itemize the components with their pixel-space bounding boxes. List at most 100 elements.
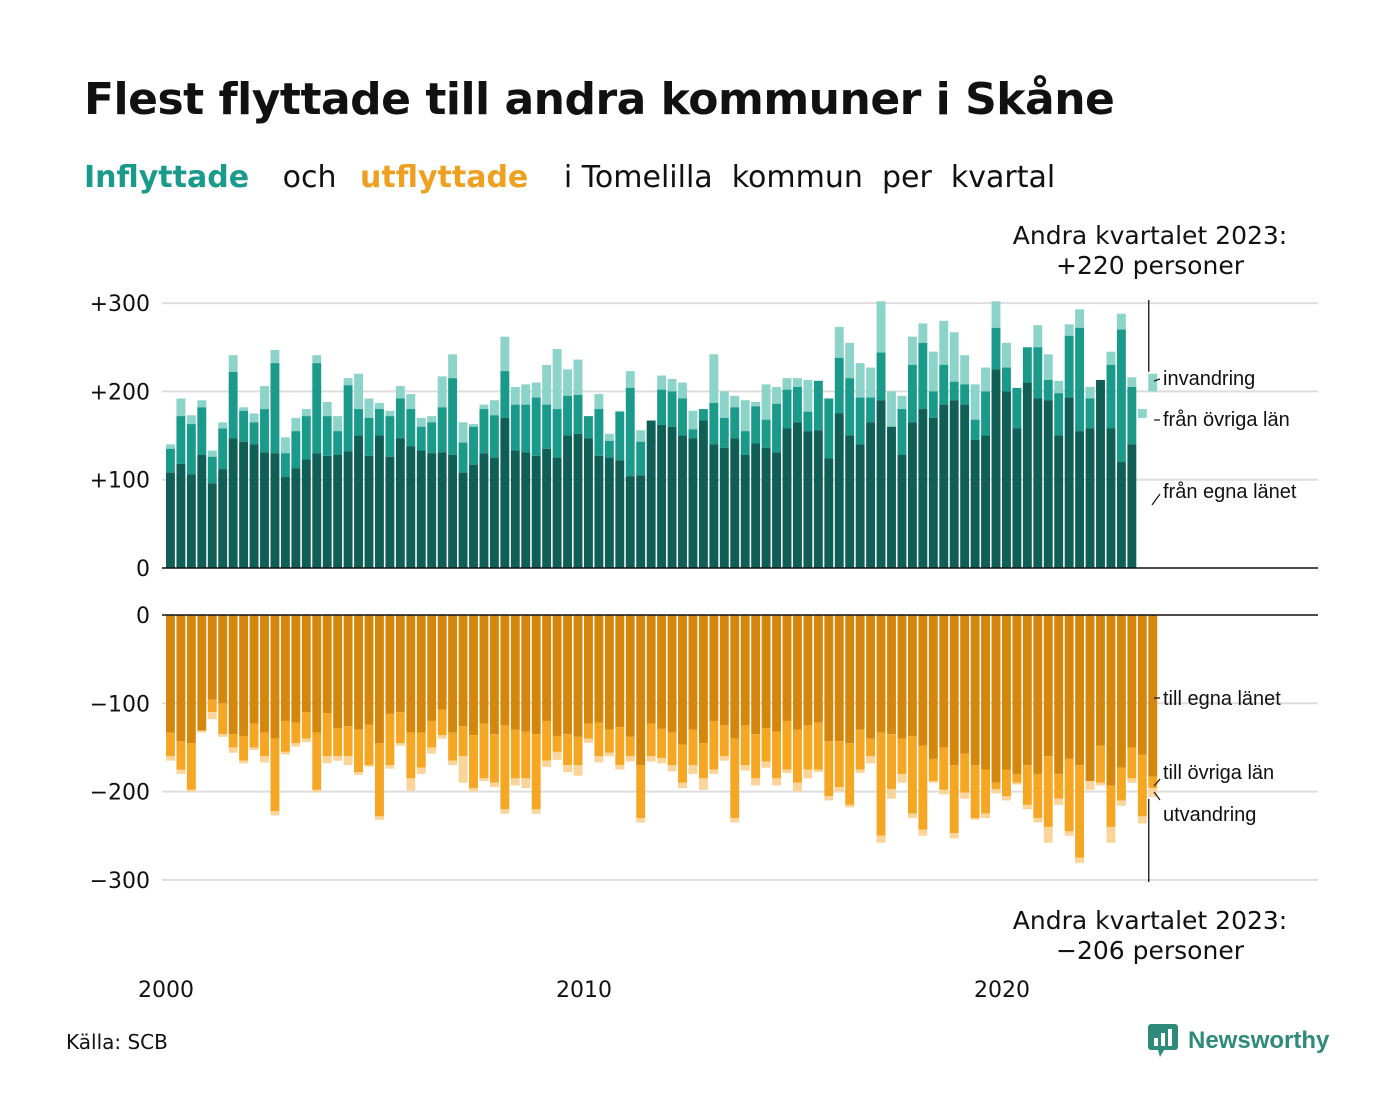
bar-utvandring (510, 778, 520, 786)
bar-invandring (416, 417, 426, 427)
bar-fran-ovriga-lan (166, 448, 175, 473)
bar-till-ovriga-lan (918, 745, 928, 830)
bar-utvandring (469, 788, 478, 792)
label-leader (1151, 493, 1161, 506)
subtitle-utflyttade: utflyttade (360, 160, 529, 195)
bar-fran-egna-lanet (395, 438, 405, 568)
bar-utvandring (636, 818, 646, 823)
bar-fran-ovriga-lan (1064, 335, 1074, 398)
bar-fran-ovriga-lan (772, 403, 781, 453)
bar-utvandring (458, 756, 468, 783)
bar-till-ovriga-lan (1127, 747, 1137, 779)
bar-fran-egna-lanet (1085, 428, 1095, 568)
bar-fran-egna-lanet (782, 428, 792, 568)
bar-invandring (793, 378, 802, 387)
bar-fran-ovriga-lan (1033, 347, 1043, 399)
bar-till-egna-lanet (876, 615, 886, 733)
bar-utvandring (803, 769, 813, 779)
bar-fran-egna-lanet (427, 453, 437, 568)
bar-utvandring (500, 809, 510, 814)
bar-till-ovriga-lan (270, 738, 280, 812)
bar-utvandring (594, 756, 604, 763)
y-tick-label: −100 (90, 692, 150, 717)
bar-invandring (531, 382, 541, 398)
bar-till-ovriga-lan (479, 723, 489, 779)
bar-fran-egna-lanet (1054, 435, 1064, 568)
bar-till-egna-lanet (1096, 615, 1105, 746)
bar-fran-ovriga-lan (312, 363, 322, 454)
axes (162, 567, 1318, 616)
bar-till-ovriga-lan (604, 729, 614, 753)
bar-till-egna-lanet (751, 615, 761, 735)
bar-utvandring (489, 782, 499, 788)
bar-till-egna-lanet (939, 615, 949, 748)
bar-till-ovriga-lan (186, 743, 196, 790)
bar-fran-egna-lanet (280, 477, 290, 568)
bar-fran-ovriga-lan (782, 389, 792, 429)
brand-name: Newsworthy (1188, 1027, 1330, 1054)
bar-utvandring (740, 765, 750, 771)
bar-till-egna-lanet (186, 615, 196, 744)
bar-till-ovriga-lan (719, 725, 729, 757)
bar-utvandring (709, 769, 719, 774)
bar-fran-egna-lanet (772, 452, 781, 568)
bar-utvandring (1116, 800, 1126, 806)
bar-utvandring (552, 751, 562, 760)
bar-till-ovriga-lan (1075, 765, 1085, 858)
bar-fran-egna-lanet (218, 469, 228, 568)
bar-till-egna-lanet (364, 615, 374, 725)
labels: 0 +100 +200 +300 0 −100 −200 −300 2000 2010 2020 (90, 292, 1030, 1003)
bar-invandring (291, 417, 301, 432)
annotation-top-line1: Andra kvartalet 2023: (1013, 221, 1287, 250)
bar-fran-egna-lanet (1064, 397, 1074, 568)
label-leader (1153, 778, 1161, 787)
bar-fran-egna-lanet (845, 435, 855, 568)
bar-invandring (249, 413, 259, 423)
bar-fran-ovriga-lan (218, 428, 228, 470)
bar-fran-egna-lanet (479, 453, 489, 568)
bar-fran-ovriga-lan (688, 429, 698, 439)
bar-till-ovriga-lan (834, 741, 844, 788)
bar-till-ovriga-lan (395, 712, 405, 744)
bar-fran-ovriga-lan (949, 381, 959, 401)
bar-utvandring (207, 712, 217, 720)
bar-fran-egna-lanet (855, 444, 865, 568)
bar-invandring (855, 363, 865, 398)
bar-invandring (437, 376, 447, 408)
y-tick-label: 0 (136, 604, 150, 629)
bar-utvandring (657, 758, 667, 764)
bar-till-ovriga-lan (416, 732, 426, 768)
bar-fran-ovriga-lan (176, 416, 186, 464)
bar-utvandring (375, 816, 384, 820)
bar-till-egna-lanet (594, 615, 604, 723)
bar-till-ovriga-lan (291, 722, 301, 744)
bar-fran-egna-lanet (740, 454, 750, 568)
bar-till-egna-lanet (207, 615, 217, 700)
bar-till-ovriga-lan (887, 734, 896, 789)
bar-invandring (970, 384, 980, 420)
bar-utvandring (688, 765, 698, 774)
bar-fran-ovriga-lan (678, 398, 687, 436)
bar-till-ovriga-lan (667, 732, 677, 766)
bar-till-ovriga-lan (897, 738, 907, 774)
chart-title: Flest flyttade till andra kommuner i Skå… (84, 74, 1115, 125)
bar-utvandring (448, 760, 458, 766)
bar-till-egna-lanet (510, 615, 520, 730)
bar-till-egna-lanet (678, 615, 687, 745)
subtitle-rest: i Tomelilla kommun per kvartal (563, 160, 1056, 195)
bar-till-ovriga-lan (280, 720, 290, 752)
bar-fran-egna-lanet (834, 413, 844, 568)
bar-fran-ovriga-lan (1127, 386, 1137, 445)
bar-fran-egna-lanet (803, 431, 813, 568)
bar-till-ovriga-lan (928, 758, 938, 782)
bar-till-egna-lanet (416, 615, 426, 733)
bar-invandring (406, 394, 416, 410)
bar-utvandring (907, 813, 917, 819)
bar-utvandring (604, 752, 614, 757)
bar-fran-egna-lanet (469, 464, 478, 568)
bar-fran-ovriga-lan (364, 417, 374, 456)
bar-invandring (657, 375, 667, 390)
x-tick-label: 2000 (138, 978, 194, 1003)
bar-fran-egna-lanet (793, 422, 802, 568)
bar-till-egna-lanet (772, 615, 781, 732)
